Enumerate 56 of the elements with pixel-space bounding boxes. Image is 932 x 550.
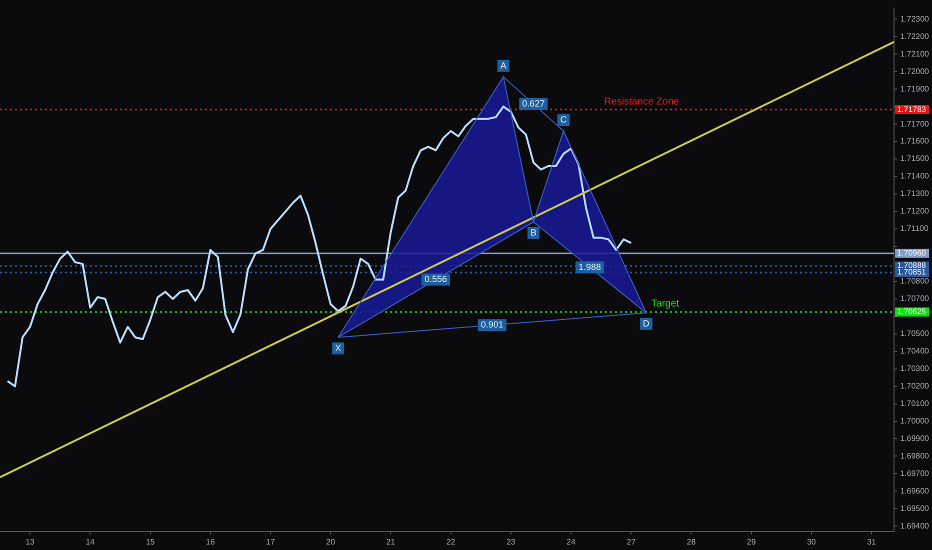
y-tick-label: 1.71300: [900, 189, 930, 198]
x-tick-label: 16: [206, 537, 216, 546]
annotation: 0.901: [480, 320, 504, 330]
y-tick-label: 1.70200: [900, 382, 930, 390]
x-tick-label: 14: [86, 537, 96, 546]
y-tick-label: 1.69700: [900, 468, 930, 478]
y-tick-label: 1.71900: [900, 84, 930, 94]
x-tick-label: 31: [867, 537, 877, 546]
y-tick-label: 1.70800: [900, 276, 930, 286]
x-tick-label: 28: [686, 537, 696, 546]
annotation: 0.556: [424, 274, 448, 284]
y-tick-label: 1.70400: [900, 346, 930, 356]
x-tick-label: 22: [446, 537, 456, 546]
y-tick-label: 1.69500: [900, 504, 930, 513]
x-tick-label: 13: [26, 537, 36, 546]
annotation: 1.988: [578, 262, 602, 272]
x-tick-label: 23: [506, 537, 516, 546]
y-tick-label: 1.70500: [900, 329, 930, 338]
y-tick-label: 1.70700: [900, 294, 930, 304]
y-tick-label: 1.69900: [900, 434, 930, 443]
y-tick-label: 1.71500: [900, 154, 930, 164]
y-tick-label: 1.72000: [900, 66, 930, 76]
y-tick-label: 1.72300: [900, 14, 930, 24]
ref-line-label: 1.70851: [897, 268, 927, 277]
annotation: Resistance Zone: [604, 96, 680, 108]
y-tick-label: 1.70300: [900, 364, 930, 374]
x-tick-label: 21: [386, 537, 396, 546]
ref-line-label: 1.71783: [897, 104, 927, 114]
data-label: C: [560, 114, 568, 125]
y-tick-label: 1.69400: [900, 521, 930, 530]
y-tick-label: 1.70100: [900, 398, 930, 408]
x-tick-label: 24: [566, 537, 576, 546]
annotation: Target: [651, 298, 680, 310]
data-label: D: [642, 318, 650, 328]
x-tick-label: 27: [626, 537, 636, 546]
y-tick-label: 1.69600: [900, 486, 930, 496]
x-tick-label: 15: [146, 537, 156, 546]
data-label: X: [335, 342, 342, 353]
y-tick-label: 1.71100: [900, 224, 929, 234]
data-label: A: [500, 60, 506, 70]
y-tick-label: 1.70000: [900, 416, 930, 426]
y-tick-label: 1.72100: [900, 49, 930, 58]
x-tick-label: 29: [746, 537, 756, 546]
x-tick-label: 20: [326, 537, 336, 546]
y-tick-label: 1.71400: [900, 172, 930, 181]
ref-line-label: 1.70625: [897, 307, 927, 316]
y-tick-label: 1.71700: [900, 119, 930, 128]
x-tick-label: 30: [806, 537, 816, 546]
y-tick-label: 1.71200: [900, 206, 930, 216]
data-label: B: [530, 227, 536, 238]
y-tick-label: 1.71600: [900, 136, 930, 146]
y-tick-label: 1.69800: [900, 451, 930, 460]
ref-line-label: 1.70960: [897, 248, 927, 258]
annotation: 0.627: [522, 98, 545, 108]
y-tick-label: 1.72200: [900, 32, 930, 41]
x-tick-label: 17: [266, 537, 276, 546]
